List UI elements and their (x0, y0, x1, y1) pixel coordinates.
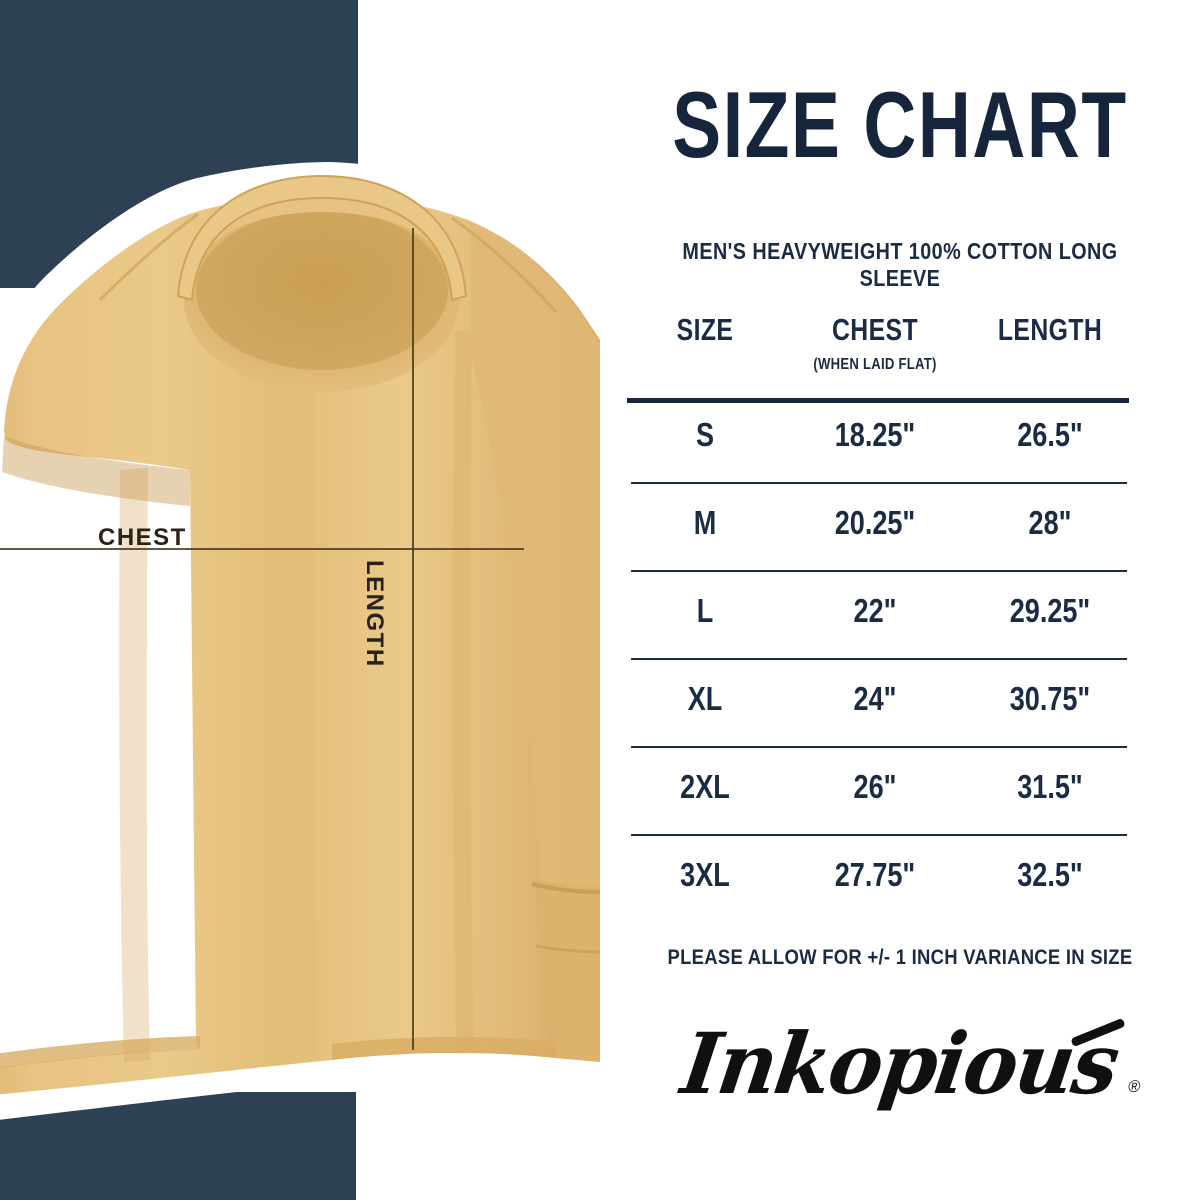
row-divider (631, 746, 1127, 748)
chest-measurement-label: CHEST (98, 524, 187, 551)
column-header-size: SIZE (676, 312, 734, 347)
table-row: S 18.25" 26.5" (615, 396, 1131, 484)
cell-chest: 22" (853, 592, 897, 629)
cell-length: 26.5" (1017, 416, 1083, 453)
cell-chest: 20.25" (834, 504, 916, 541)
length-measurement-label: LENGTH (361, 560, 388, 668)
cell-length: 31.5" (1017, 768, 1083, 805)
column-header-chest: CHEST (831, 312, 919, 347)
size-chart-panel: SIZE CHART MEN'S HEAVYWEIGHT 100% COTTON… (600, 0, 1200, 1200)
page-subtitle: MEN'S HEAVYWEIGHT 100% COTTON LONG SLEEV… (682, 238, 1118, 291)
registered-trademark-icon: ® (1127, 1077, 1140, 1096)
table-row: 2XL 26" 31.5" (615, 748, 1131, 836)
row-divider (631, 658, 1127, 660)
table-row: 3XL 27.75" 32.5" (615, 836, 1131, 924)
cell-length: 29.25" (1009, 592, 1091, 629)
cell-chest: 26" (853, 768, 897, 805)
row-divider (631, 570, 1127, 572)
table-row: XL 24" 30.75" (615, 660, 1131, 748)
cell-length: 28" (1028, 504, 1072, 541)
cell-size: 2XL (680, 768, 730, 805)
cell-size: L (696, 592, 714, 629)
row-divider (631, 482, 1127, 484)
cell-chest: 27.75" (834, 856, 916, 893)
table-header-row: SIZE CHEST LENGTH (WHEN LAID FLAT) (615, 312, 1131, 403)
chest-measurement-line (0, 548, 524, 550)
column-subnote-laid-flat: (WHEN LAID FLAT) (813, 356, 937, 373)
header-rule (627, 398, 1129, 403)
cell-size: S (695, 416, 715, 453)
brand-name: Inkopious (676, 1014, 1124, 1113)
length-measurement-line (412, 228, 414, 1050)
cell-size: M (693, 504, 717, 541)
long-sleeve-shirt-image (0, 174, 600, 1095)
row-divider (631, 834, 1127, 836)
table-row: L 22" 29.25" (615, 572, 1131, 660)
variance-note: PLEASE ALLOW FOR +/- 1 INCH VARIANCE IN … (667, 946, 1133, 969)
garment-illustration-panel: CHEST LENGTH (0, 0, 600, 1200)
cell-length: 30.75" (1009, 680, 1091, 717)
size-table: SIZE CHEST LENGTH (WHEN LAID FLAT) S 18.… (615, 312, 1131, 924)
cell-size: XL (687, 680, 723, 717)
page-title: SIZE CHART (672, 72, 1128, 177)
cell-chest: 24" (853, 680, 897, 717)
table-row: M 20.25" 28" (615, 484, 1131, 572)
brand-wordmark: Inkopious ® (676, 1014, 1140, 1113)
cell-size: 3XL (680, 856, 730, 893)
cell-length: 32.5" (1017, 856, 1083, 893)
cell-chest: 18.25" (834, 416, 916, 453)
column-header-length: LENGTH (997, 312, 1103, 347)
